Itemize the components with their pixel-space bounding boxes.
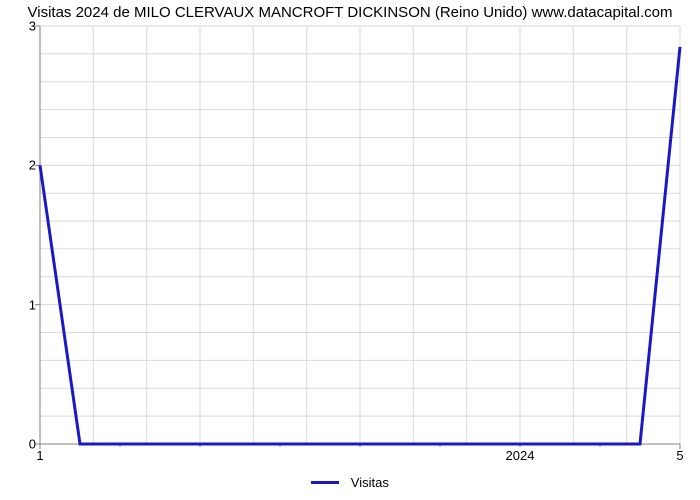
legend: Visitas xyxy=(0,474,700,490)
chart-container: Visitas 2024 de MILO CLERVAUX MANCROFT D… xyxy=(0,0,700,500)
y-tick-label: 3 xyxy=(18,19,36,34)
plot-area xyxy=(40,26,680,444)
x-tick-label: 1 xyxy=(36,448,43,463)
chart-title: Visitas 2024 de MILO CLERVAUX MANCROFT D… xyxy=(0,4,700,21)
plot-svg xyxy=(40,26,680,444)
y-tick-label: 1 xyxy=(18,297,36,312)
y-tick-label: 2 xyxy=(18,158,36,173)
y-tick-label: 0 xyxy=(18,437,36,452)
x-tick-label: 5 xyxy=(676,448,683,463)
legend-label: Visitas xyxy=(351,475,389,490)
x-category-label: 2024 xyxy=(506,448,535,463)
legend-swatch xyxy=(311,481,339,484)
